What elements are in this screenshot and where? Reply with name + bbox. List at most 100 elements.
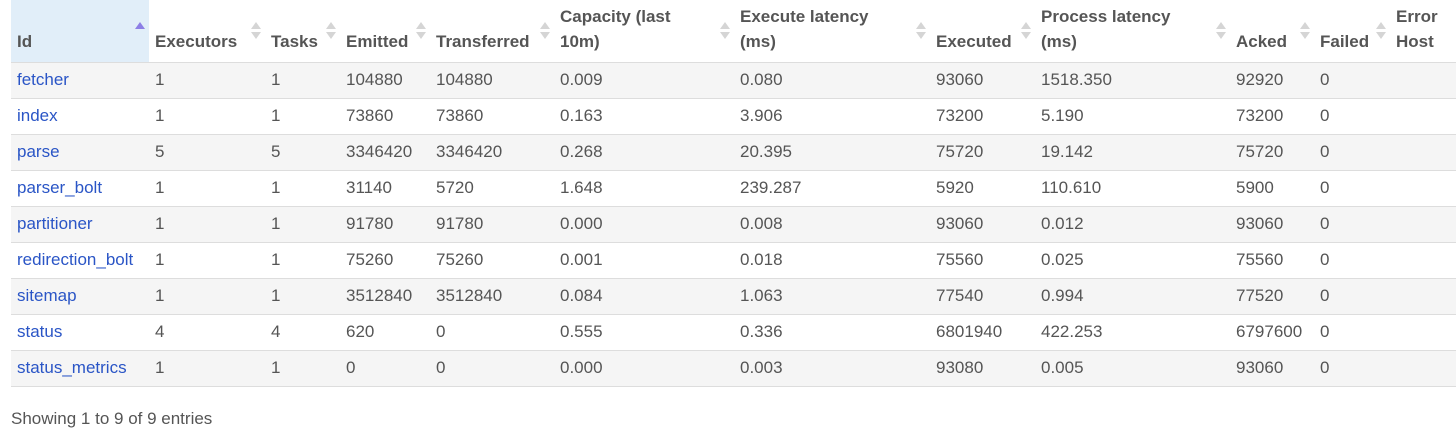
cell-transferred: 91780 [430,206,554,243]
cell-execute-latency: 0.003 [734,350,930,387]
cell-capacity: 0.000 [554,350,734,387]
cell-id: parser_bolt [11,170,149,207]
cell-executed: 93080 [930,350,1035,387]
bolt-link[interactable]: parser_bolt [17,178,103,197]
cell-failed: 0 [1314,170,1390,207]
cell-id: partitioner [11,206,149,243]
cell-executors: 1 [149,206,265,243]
cell-error-host [1390,206,1456,243]
sort-both-icon [720,22,730,40]
column-header-capacity[interactable]: Capacity (last 10m) [554,0,734,63]
cell-executed: 75560 [930,242,1035,279]
sort-both-icon [326,22,336,40]
column-header-label: Execute latency (ms) [740,6,869,51]
bolts-table: Id Executors Tasks Emitted Transferred Capaci… [11,0,1456,387]
cell-emitted: 31140 [340,170,430,207]
cell-error-host [1390,134,1456,171]
cell-process-latency: 0.994 [1035,278,1230,315]
cell-tasks: 1 [265,170,340,207]
cell-emitted: 620 [340,314,430,351]
cell-failed: 0 [1314,98,1390,135]
cell-executors: 1 [149,62,265,99]
cell-id: fetcher [11,62,149,99]
cell-executed: 77540 [930,278,1035,315]
cell-executors: 1 [149,278,265,315]
cell-emitted: 75260 [340,242,430,279]
bolt-link[interactable]: parse [17,142,60,161]
column-header-tasks[interactable]: Tasks [265,0,340,63]
cell-emitted: 3346420 [340,134,430,171]
column-header-executed[interactable]: Executed [930,0,1035,63]
cell-failed: 0 [1314,350,1390,387]
cell-tasks: 1 [265,206,340,243]
cell-execute-latency: 3.906 [734,98,930,135]
cell-id: index [11,98,149,135]
cell-tasks: 1 [265,350,340,387]
table-row: partitioner 1 1 91780 91780 0.000 0.008 93060 0.… [11,206,1456,243]
cell-id: status_metrics [11,350,149,387]
cell-failed: 0 [1314,206,1390,243]
cell-error-host [1390,314,1456,351]
sort-ascending-icon [135,22,145,32]
bolt-link[interactable]: fetcher [17,70,69,89]
cell-transferred: 75260 [430,242,554,279]
table-body: fetcher 1 1 104880 104880 0.009 0.080 93060 1518… [11,62,1456,387]
column-header-label: Error Host [1396,6,1438,51]
cell-failed: 0 [1314,278,1390,315]
column-header-execute-latency[interactable]: Execute latency (ms) [734,0,930,63]
cell-error-host [1390,170,1456,207]
cell-executed: 75720 [930,134,1035,171]
cell-execute-latency: 0.080 [734,62,930,99]
cell-execute-latency: 239.287 [734,170,930,207]
cell-failed: 0 [1314,134,1390,171]
cell-execute-latency: 20.395 [734,134,930,171]
table-row: parser_bolt 1 1 31140 5720 1.648 239.287 5920 11… [11,170,1456,207]
bolt-link[interactable]: index [17,106,58,125]
cell-transferred: 104880 [430,62,554,99]
cell-tasks: 1 [265,98,340,135]
cell-error-host [1390,350,1456,387]
cell-tasks: 5 [265,134,340,171]
bolt-link[interactable]: partitioner [17,214,93,233]
cell-acked: 93060 [1230,206,1314,243]
cell-executors: 5 [149,134,265,171]
column-header-transferred[interactable]: Transferred [430,0,554,63]
column-header-label: Acked [1236,31,1288,51]
column-header-label: Emitted [346,31,409,51]
column-header-label: Capacity (last 10m) [560,6,671,51]
cell-executors: 1 [149,170,265,207]
bolt-link[interactable]: status [17,322,63,341]
cell-capacity: 0.555 [554,314,734,351]
cell-acked: 75560 [1230,242,1314,279]
bolt-link[interactable]: sitemap [17,286,77,305]
cell-tasks: 4 [265,314,340,351]
cell-error-host [1390,98,1456,135]
cell-acked: 75720 [1230,134,1314,171]
bolt-link[interactable]: redirection_bolt [17,250,134,269]
column-header-process-latency[interactable]: Process latency (ms) [1035,0,1230,63]
cell-acked: 6797600 [1230,314,1314,351]
cell-tasks: 1 [265,62,340,99]
cell-executed: 93060 [930,206,1035,243]
cell-acked: 93060 [1230,350,1314,387]
column-header-id[interactable]: Id [11,0,149,63]
cell-executors: 1 [149,350,265,387]
cell-executed: 6801940 [930,314,1035,351]
column-header-acked[interactable]: Acked [1230,0,1314,63]
cell-executed: 73200 [930,98,1035,135]
column-header-failed[interactable]: Failed [1314,0,1390,63]
bolt-link[interactable]: status_metrics [17,358,127,377]
cell-emitted: 0 [340,350,430,387]
cell-acked: 5900 [1230,170,1314,207]
cell-executed: 5920 [930,170,1035,207]
cell-execute-latency: 1.063 [734,278,930,315]
cell-capacity: 0.268 [554,134,734,171]
cell-error-host [1390,62,1456,99]
cell-execute-latency: 0.336 [734,314,930,351]
column-header-label: Executors [155,31,238,51]
column-header-emitted[interactable]: Emitted [340,0,430,63]
sort-both-icon [416,22,426,40]
table-row: status 4 4 620 0 0.555 0.336 6801940 422.253 6797… [11,314,1456,351]
cell-process-latency: 422.253 [1035,314,1230,351]
column-header-executors[interactable]: Executors [149,0,265,63]
